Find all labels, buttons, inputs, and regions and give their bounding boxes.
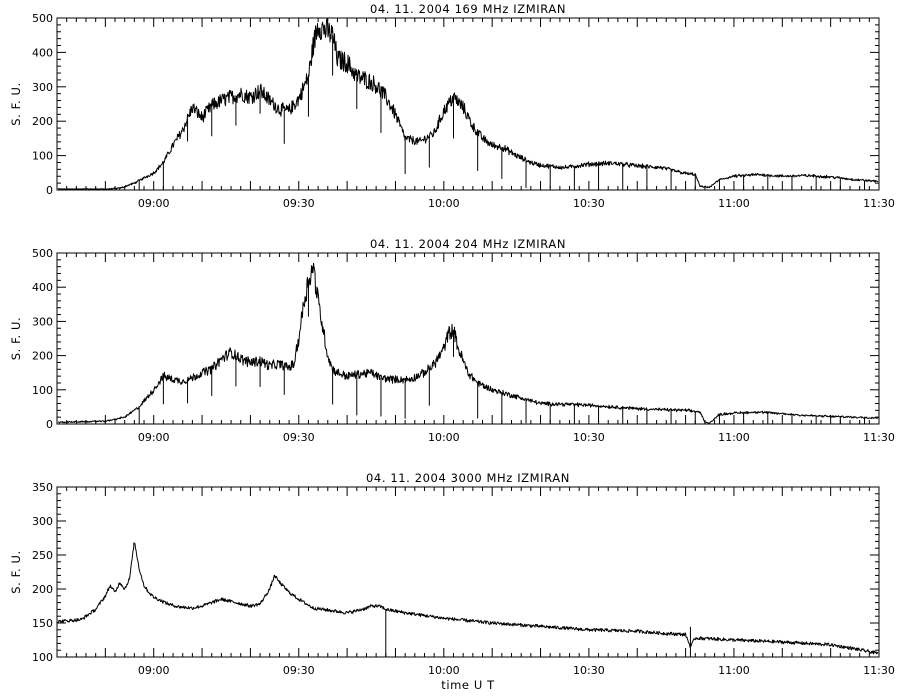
chart-title: 04. 11. 2004 3000 MHz IZMIRAN [366,471,570,485]
y-tick-label: 0 [46,184,53,197]
y-tick-label: 100 [32,651,53,664]
x-tick-label: 11:00 [718,197,750,210]
y-tick-label: 400 [32,281,53,294]
y-axis-label: S. F. U. [9,317,23,361]
chart-title: 04. 11. 2004 204 MHz IZMIRAN [370,237,566,251]
x-tick-label: 09:30 [283,664,315,677]
y-tick-label: 500 [32,247,53,260]
y-tick-label: 300 [32,515,53,528]
panel-3: 04. 11. 2004 3000 MHz IZMIRAN S. F. U. 09:… [9,471,895,692]
y-tick-label: 300 [32,81,53,94]
y-tick-label: 150 [32,617,53,630]
x-tick-label: 11:30 [863,431,895,444]
y-axis-label: S. F. U. [9,82,23,126]
x-tick-label: 10:30 [573,431,605,444]
y-tick-label: 500 [32,12,53,25]
data-line [57,18,879,190]
y-tick-label: 400 [32,46,53,59]
y-axis-label: S. F. U. [9,550,23,594]
y-tick-label: 250 [32,549,53,562]
x-tick-label: 10:00 [428,197,460,210]
y-tick-label: 200 [32,350,53,363]
plot-frame [56,17,880,191]
y-tick-label: 0 [46,418,53,431]
data-line [57,542,879,655]
chart-title: 04. 11. 2004 169 MHz IZMIRAN [370,2,566,16]
x-tick-label: 09:00 [138,664,170,677]
x-tick-label: 10:00 [428,664,460,677]
x-tick-label: 10:30 [573,197,605,210]
x-tick-label: 11:30 [863,197,895,210]
x-axis-label: time U T [441,678,495,692]
y-tick-label: 300 [32,315,53,328]
x-tick-label: 10:00 [428,431,460,444]
y-tick-label: 100 [32,384,53,397]
y-tick-label: 200 [32,115,53,128]
x-tick-label: 09:00 [138,431,170,444]
panel-2: 04. 11. 2004 204 MHz IZMIRAN S. F. U. 09:0… [9,237,895,444]
x-tick-label: 09:30 [283,431,315,444]
x-tick-label: 10:30 [573,664,605,677]
x-tick-label: 09:00 [138,197,170,210]
plot-frame [56,486,880,658]
x-tick-label: 09:30 [283,197,315,210]
plot-frame [56,252,880,425]
y-tick-label: 200 [32,583,53,596]
x-tick-label: 11:00 [718,664,750,677]
x-tick-label: 11:30 [863,664,895,677]
panel-1: 04. 11. 2004 169 MHz IZMIRAN S. F. U. 09:0… [9,2,895,210]
x-tick-label: 11:00 [718,431,750,444]
data-line [57,262,879,424]
y-tick-label: 350 [32,481,53,494]
y-tick-label: 100 [32,150,53,163]
